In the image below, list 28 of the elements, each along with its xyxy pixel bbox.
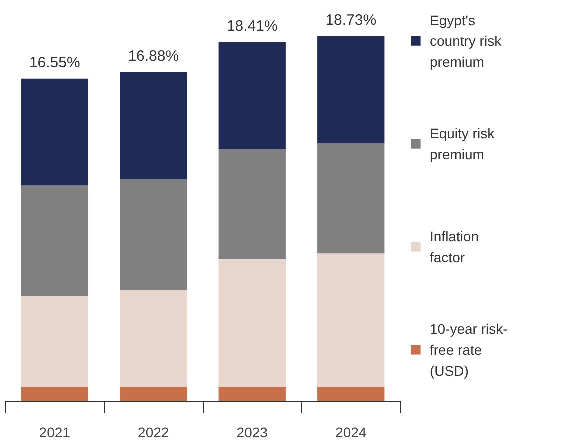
x-tick-label: 2022	[138, 424, 170, 440]
legend-label: Inflation factor	[430, 228, 480, 266]
bar	[120, 386, 188, 402]
bar	[21, 296, 88, 387]
bar	[21, 78, 88, 186]
x-tick-label: 2021	[39, 424, 71, 440]
annotation: 16.55%	[29, 54, 80, 72]
legend-label: Equity risk premium	[430, 126, 496, 162]
bar	[318, 386, 385, 402]
legend-label: 10-year risk-free rate (USD)	[430, 321, 508, 379]
bar	[318, 143, 385, 254]
x-tick-label: 2023	[236, 424, 268, 440]
bar	[218, 260, 286, 387]
annotation: 18.73%	[326, 12, 377, 30]
annotation: 16.88%	[128, 48, 180, 65]
bar	[120, 72, 188, 180]
bar	[120, 290, 188, 387]
annotation: 18.41%	[226, 18, 278, 36]
bar	[318, 254, 385, 387]
bar	[120, 179, 188, 290]
bar	[21, 186, 88, 296]
bar	[318, 36, 385, 144]
bar	[218, 386, 286, 402]
bar	[218, 149, 286, 260]
bar	[21, 386, 88, 402]
x-tick-label: 2024	[336, 424, 367, 440]
bar	[218, 42, 286, 150]
legend-label: Egypt's country risk premium	[430, 12, 503, 70]
